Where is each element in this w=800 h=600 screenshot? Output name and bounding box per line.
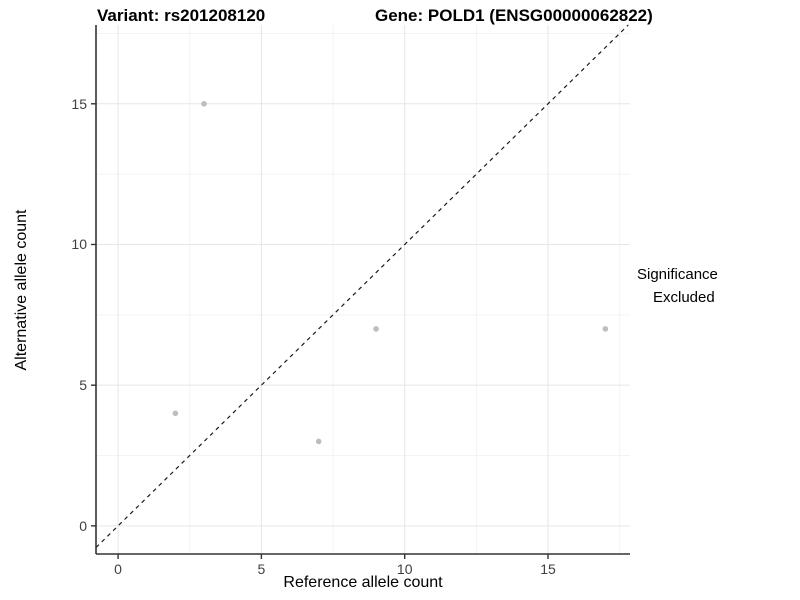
data-point [315,438,322,445]
x-tick-label: 0 [114,561,122,577]
excluded-point-swatch [640,294,647,301]
legend-item-excluded: Excluded [637,289,718,306]
plot-title-variant: Variant: rs201208120 [97,6,266,25]
y-tick-label: 5 [79,377,87,394]
y-tick-label: 0 [79,517,87,534]
data-point [602,326,609,332]
y-tick-label: 15 [71,95,87,112]
legend-item-label: Excluded [653,289,715,306]
x-tick-label: 15 [540,561,556,577]
x-axis-title: Reference allele count [283,574,443,591]
data-point [201,100,207,107]
y-axis-title: Alternative allele count [13,209,30,371]
data-point [373,326,379,332]
legend-title: Significance [637,266,718,283]
x-tick-label: 5 [257,561,266,577]
legend: Significance Excluded [637,266,718,306]
y-tick-label: 10 [71,236,87,253]
data-point [172,410,179,417]
plot-title-gene: Gene: POLD1 (ENSG00000062822) [375,6,653,25]
x-tick-label: 10 [396,561,413,577]
